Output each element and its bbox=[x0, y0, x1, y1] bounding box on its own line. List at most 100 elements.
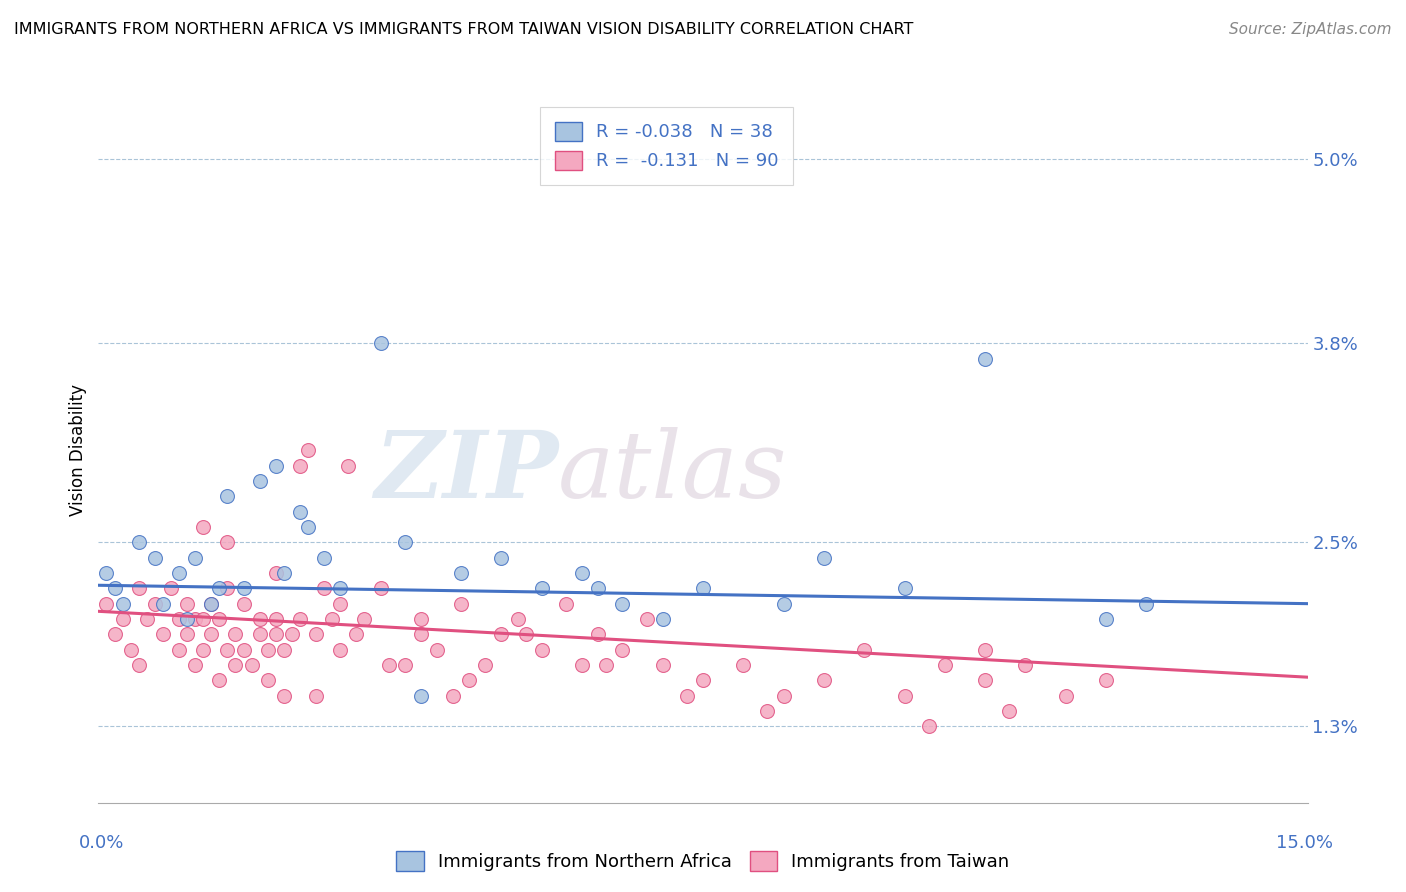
Point bbox=[998, 704, 1021, 718]
Point bbox=[377, 657, 399, 672]
Point bbox=[103, 582, 125, 596]
Point bbox=[974, 351, 997, 366]
Point bbox=[120, 642, 142, 657]
Point bbox=[571, 657, 593, 672]
Point bbox=[232, 597, 254, 611]
Point bbox=[208, 582, 231, 596]
Point bbox=[167, 566, 190, 580]
Point bbox=[530, 582, 553, 596]
Text: Source: ZipAtlas.com: Source: ZipAtlas.com bbox=[1229, 22, 1392, 37]
Point bbox=[918, 719, 941, 733]
Point bbox=[450, 566, 472, 580]
Text: 0.0%: 0.0% bbox=[79, 834, 124, 852]
Point bbox=[612, 642, 634, 657]
Point bbox=[305, 689, 328, 703]
Point bbox=[176, 597, 198, 611]
Point bbox=[651, 657, 673, 672]
Point bbox=[217, 490, 239, 504]
Point bbox=[394, 657, 416, 672]
Point bbox=[288, 458, 311, 473]
Point bbox=[224, 657, 246, 672]
Point bbox=[595, 657, 617, 672]
Point bbox=[974, 642, 997, 657]
Text: ZIP: ZIP bbox=[374, 426, 558, 516]
Point bbox=[273, 689, 295, 703]
Point bbox=[733, 657, 755, 672]
Point bbox=[256, 642, 278, 657]
Point bbox=[409, 612, 432, 626]
Point bbox=[224, 627, 246, 641]
Point bbox=[321, 612, 343, 626]
Point bbox=[249, 627, 271, 641]
Point bbox=[530, 642, 553, 657]
Point bbox=[344, 627, 367, 641]
Point bbox=[612, 597, 634, 611]
Point bbox=[1095, 612, 1118, 626]
Point bbox=[264, 627, 287, 641]
Point bbox=[813, 550, 835, 565]
Point bbox=[409, 689, 432, 703]
Point bbox=[152, 627, 174, 641]
Point bbox=[1054, 689, 1077, 703]
Point bbox=[208, 673, 231, 688]
Point bbox=[128, 582, 150, 596]
Point bbox=[853, 642, 876, 657]
Point bbox=[586, 582, 609, 596]
Point bbox=[200, 597, 222, 611]
Point bbox=[314, 582, 336, 596]
Point bbox=[193, 520, 215, 534]
Point bbox=[256, 673, 278, 688]
Point bbox=[193, 612, 215, 626]
Legend: Immigrants from Northern Africa, Immigrants from Taiwan: Immigrants from Northern Africa, Immigra… bbox=[389, 844, 1017, 879]
Point bbox=[217, 582, 239, 596]
Point bbox=[491, 627, 513, 641]
Point bbox=[217, 535, 239, 549]
Point bbox=[297, 443, 319, 458]
Point bbox=[193, 642, 215, 657]
Point bbox=[297, 520, 319, 534]
Point bbox=[249, 474, 271, 488]
Point bbox=[264, 566, 287, 580]
Point bbox=[200, 627, 222, 641]
Point bbox=[458, 673, 481, 688]
Point bbox=[394, 535, 416, 549]
Point bbox=[200, 597, 222, 611]
Point bbox=[111, 597, 134, 611]
Text: IMMIGRANTS FROM NORTHERN AFRICA VS IMMIGRANTS FROM TAIWAN VISION DISABILITY CORR: IMMIGRANTS FROM NORTHERN AFRICA VS IMMIG… bbox=[14, 22, 914, 37]
Point bbox=[676, 689, 699, 703]
Point bbox=[893, 582, 915, 596]
Point bbox=[491, 550, 513, 565]
Point bbox=[571, 566, 593, 580]
Y-axis label: Vision Disability: Vision Disability bbox=[69, 384, 87, 516]
Point bbox=[474, 657, 496, 672]
Point bbox=[772, 597, 794, 611]
Point bbox=[160, 582, 183, 596]
Point bbox=[232, 642, 254, 657]
Point bbox=[329, 597, 352, 611]
Point bbox=[586, 627, 609, 641]
Point bbox=[1014, 657, 1036, 672]
Point bbox=[176, 627, 198, 641]
Point bbox=[337, 458, 360, 473]
Point bbox=[636, 612, 658, 626]
Point bbox=[167, 642, 190, 657]
Point bbox=[264, 458, 287, 473]
Point bbox=[96, 597, 118, 611]
Point bbox=[1135, 597, 1157, 611]
Point bbox=[184, 612, 207, 626]
Point bbox=[217, 642, 239, 657]
Point bbox=[143, 597, 166, 611]
Point bbox=[176, 612, 198, 626]
Point bbox=[813, 673, 835, 688]
Point bbox=[264, 612, 287, 626]
Point bbox=[273, 566, 295, 580]
Point bbox=[450, 597, 472, 611]
Point bbox=[692, 673, 714, 688]
Point bbox=[756, 704, 779, 718]
Point bbox=[555, 597, 578, 611]
Point bbox=[893, 689, 915, 703]
Point bbox=[1232, 811, 1254, 825]
Point bbox=[249, 612, 271, 626]
Text: 15.0%: 15.0% bbox=[1277, 834, 1333, 852]
Point bbox=[370, 336, 392, 351]
